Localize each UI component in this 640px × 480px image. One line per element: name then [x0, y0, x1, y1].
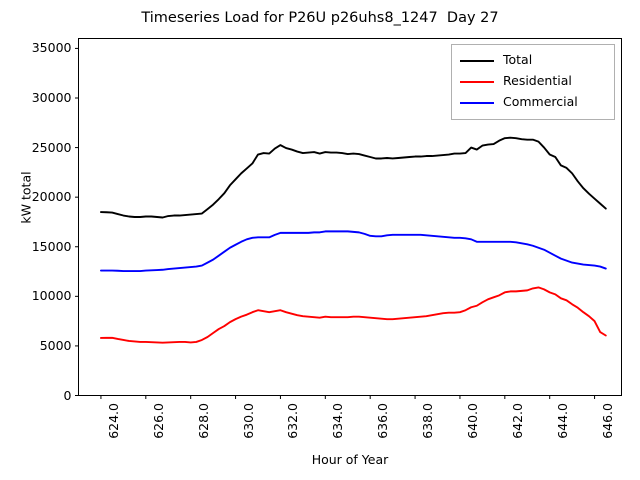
- series-lines: [99, 136, 607, 344]
- y-tick-label: 15000: [31, 238, 72, 254]
- legend-label: Commercial: [503, 94, 578, 110]
- legend-swatch-icon: [460, 80, 494, 83]
- y-tick-label: 20000: [31, 189, 72, 205]
- chart-legend: Total Residential Commercial: [451, 44, 615, 120]
- legend-item-residential: Residential: [458, 71, 608, 92]
- axes-spines: [78, 38, 622, 396]
- x-axis-label: Hour of Year: [311, 452, 389, 467]
- series-line-total: [99, 136, 607, 219]
- y-tick-label: 35000: [31, 40, 72, 56]
- legend-swatch-icon: [460, 101, 494, 104]
- chart-title: Timeseries Load for P26U p26uhs8_1247 Da…: [141, 10, 499, 26]
- series-line-residential: [99, 286, 607, 344]
- y-axis-label: kW total: [18, 171, 34, 224]
- y-tick-label: 25000: [31, 139, 72, 155]
- y-tick-label: 5000: [39, 337, 72, 353]
- legend-item-total: Total: [458, 50, 608, 71]
- legend-label: Total: [503, 52, 533, 68]
- y-tick-label: 0: [63, 387, 72, 403]
- legend-label: Residential: [503, 73, 572, 89]
- y-tick-label: 30000: [31, 90, 72, 105]
- series-line-commercial: [99, 230, 607, 272]
- legend-item-commercial: Commercial: [458, 92, 608, 113]
- legend-swatch-icon: [460, 59, 494, 62]
- y-tick-label: 10000: [31, 288, 72, 304]
- tick-marks: [75, 47, 596, 399]
